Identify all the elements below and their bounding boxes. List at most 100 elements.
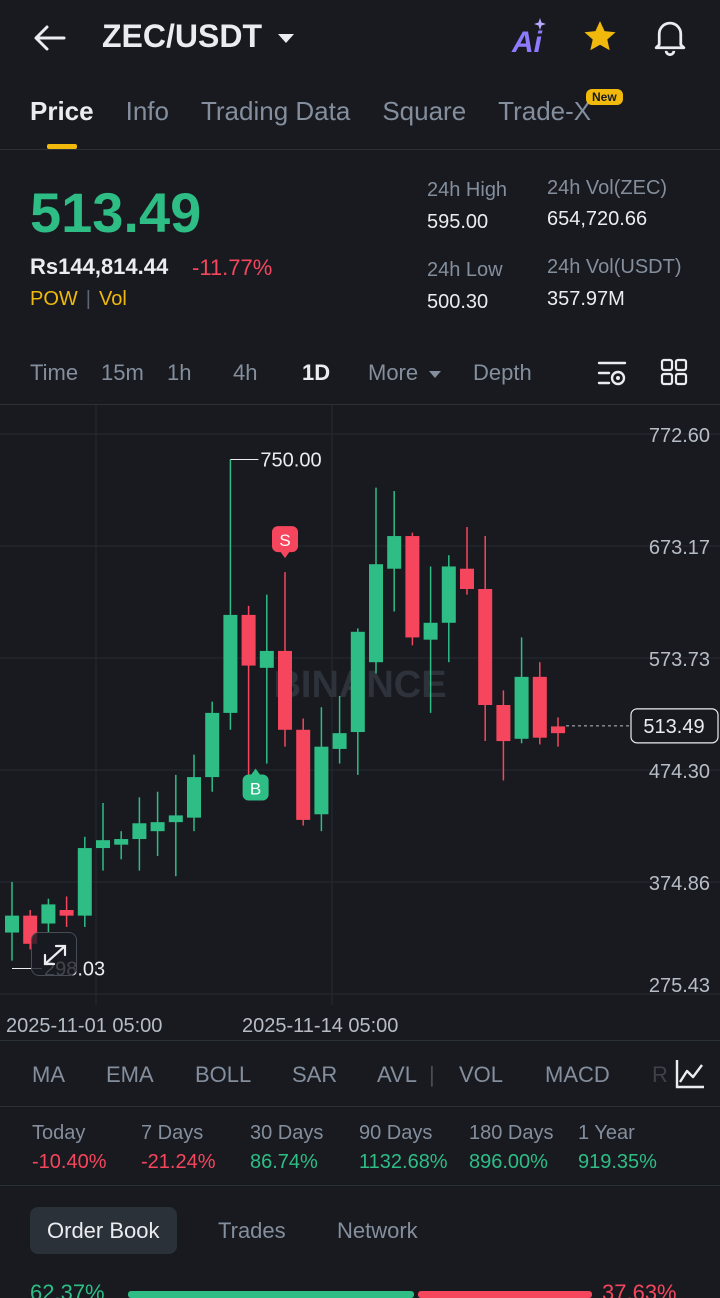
candle (205, 701, 220, 792)
indicator-macd[interactable]: MACD (545, 1062, 610, 1087)
indicator-divider (0, 1106, 720, 1107)
indicator-bar: MA EMA BOLL SAR AVL | VOL MACD R (32, 1062, 672, 1088)
tab-order-book[interactable]: Order Book (30, 1207, 177, 1254)
y-tick-label: 374.86 (649, 873, 710, 895)
performance-30d: 30 Days 86.74% (250, 1122, 323, 1174)
candle (59, 896, 74, 927)
candle-body (150, 822, 165, 832)
chart-bottom-divider (0, 1040, 720, 1041)
sell-marker-label: S (279, 531, 290, 550)
pair-selector[interactable]: ZEC/USDT (102, 18, 295, 55)
bid-ratio-bar (128, 1291, 415, 1298)
candle-body (296, 729, 311, 820)
candle (514, 637, 529, 744)
indicator-ma[interactable]: MA (32, 1062, 65, 1087)
candles (5, 459, 565, 961)
candle (478, 536, 493, 742)
alert-button[interactable] (651, 17, 689, 57)
tf-more-label: More (368, 360, 419, 385)
tf-1h[interactable]: 1h (167, 360, 192, 385)
tab-trading-data[interactable]: Trading Data (200, 96, 351, 126)
arrow-left-icon (34, 25, 66, 51)
candle (441, 555, 456, 663)
tag-pow[interactable]: POW (30, 288, 78, 310)
tf-depth[interactable]: Depth (473, 360, 532, 385)
indicator-r[interactable]: R (652, 1062, 668, 1087)
candle-body (423, 622, 438, 640)
candle (423, 566, 438, 713)
candle-body (551, 726, 565, 734)
low-value: 500.30 (427, 291, 489, 313)
performance-180d: 180 Days 896.00% (469, 1122, 554, 1174)
buy-marker-label: B (250, 779, 261, 798)
candle-body (223, 614, 238, 713)
perf-value: -10.40% (32, 1151, 107, 1173)
layout-grid-button[interactable] (660, 358, 688, 386)
performance-today: Today -10.40% (32, 1122, 107, 1174)
favorite-button[interactable] (581, 18, 619, 56)
indicator-ema[interactable]: EMA (106, 1062, 154, 1087)
last-price-label: 513.49 (643, 716, 704, 738)
tab-price[interactable]: Price (30, 96, 94, 149)
high-value: 595.00 (427, 211, 489, 233)
tag-separator: | (85, 288, 91, 310)
candle-body (496, 705, 511, 742)
candle-body (278, 650, 292, 730)
candle-body (96, 840, 110, 849)
tab-square[interactable]: Square (382, 96, 467, 126)
indicator-boll[interactable]: BOLL (195, 1062, 252, 1087)
candle (5, 881, 19, 961)
back-button[interactable] (30, 22, 70, 54)
candle (369, 487, 383, 674)
candle (41, 898, 56, 933)
candle (168, 774, 183, 877)
perf-label: 30 Days (250, 1122, 324, 1144)
main-tabs: Price Info Trading Data Square Trade-X (30, 96, 592, 149)
tf-more[interactable]: More (368, 360, 442, 386)
tab-network[interactable]: Network (337, 1218, 418, 1243)
vol-quote-label: 24h Vol(USDT) (547, 256, 682, 278)
candle (278, 572, 292, 747)
bid-ratio: 62.37% (30, 1280, 105, 1298)
tf-1d[interactable]: 1D (302, 360, 331, 385)
tag-vol[interactable]: Vol (98, 288, 127, 310)
new-badge: New (586, 89, 623, 105)
y-tick-label: 275.43 (649, 975, 710, 997)
indicator-avl[interactable]: AVL (377, 1062, 417, 1087)
y-tick-label: 573.73 (649, 649, 710, 671)
indicator-sar[interactable]: SAR (292, 1062, 338, 1087)
performance-divider (0, 1185, 720, 1186)
tabs-divider (0, 149, 720, 150)
candle-body (460, 568, 474, 589)
candle (405, 532, 420, 646)
tf-4h[interactable]: 4h (233, 360, 258, 385)
indicator-separator: | (429, 1062, 435, 1087)
candle (551, 717, 565, 747)
indicator-settings-button[interactable] (672, 1056, 712, 1092)
sparkle-icon (534, 18, 546, 30)
candle (387, 490, 402, 612)
tab-trades[interactable]: Trades (218, 1218, 286, 1243)
expand-chart-button[interactable] (31, 932, 77, 976)
sell-marker-pointer (280, 551, 290, 559)
candle-body (132, 823, 147, 840)
perf-label: 7 Days (141, 1122, 204, 1144)
candle (187, 754, 201, 832)
candle (259, 594, 274, 764)
chart-settings-button[interactable] (596, 357, 628, 389)
indicator-vol[interactable]: VOL (459, 1062, 504, 1087)
candle-body (387, 536, 402, 569)
ai-button[interactable]: Ai (510, 18, 552, 60)
perf-label: 1 Year (578, 1122, 635, 1144)
high-marker-label: 750.00 (260, 449, 321, 471)
tf-time[interactable]: Time (30, 360, 79, 385)
tf-15m[interactable]: 15m (101, 360, 144, 385)
performance-90d: 90 Days 1132.68% (359, 1122, 448, 1174)
tab-info[interactable]: Info (125, 96, 169, 126)
star-icon (584, 21, 616, 51)
candle-body (369, 564, 383, 663)
candle (241, 605, 256, 781)
candlestick-chart[interactable]: BINANCE 772.60673.17573.73474.30374.8627… (0, 405, 720, 1015)
tab-trade-x[interactable]: Trade-X (498, 96, 592, 126)
